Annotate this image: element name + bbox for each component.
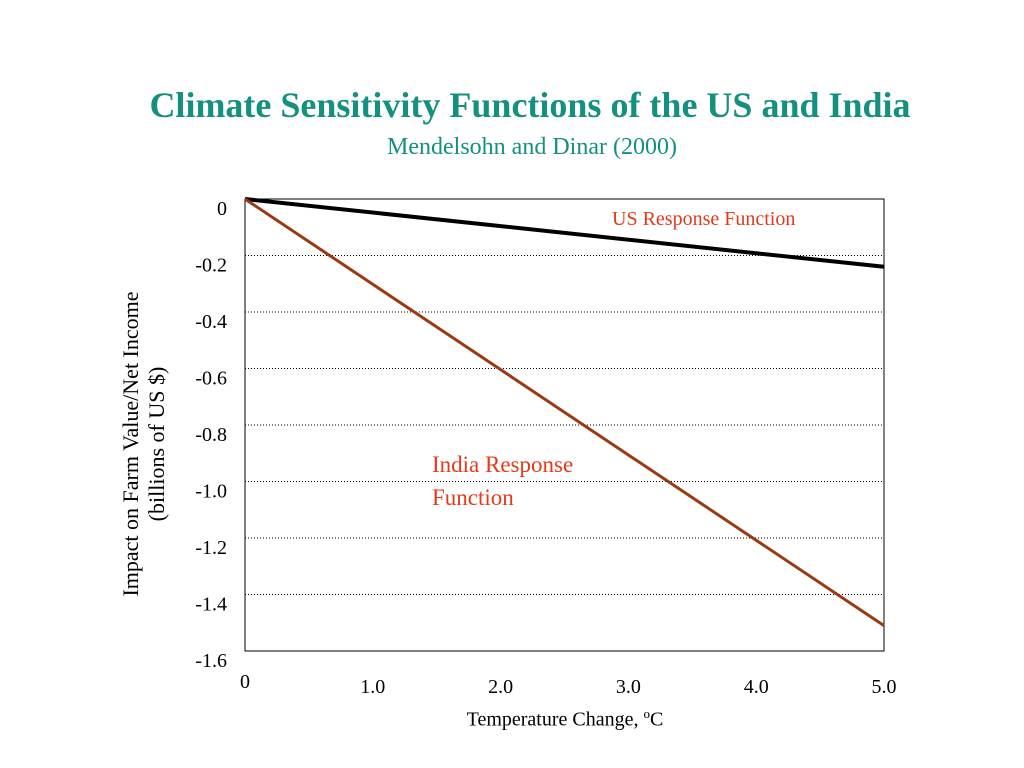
x-tick-label-2: 2.0 <box>488 676 513 698</box>
x-axis-label: Temperature Change, oC <box>400 706 730 732</box>
x-axis-label-degree: o <box>643 706 651 721</box>
y-tick-label-5: -1.0 <box>195 481 227 503</box>
y-tick-label-1: -0.2 <box>195 255 227 277</box>
slide-subtitle: Mendelsohn and Dinar (2000) <box>387 134 677 160</box>
y-tick-label-3: -0.6 <box>195 368 227 390</box>
y-tick-label-7: -1.4 <box>195 594 227 616</box>
slide-title: Climate Sensitivity Functions of the US … <box>149 85 911 125</box>
x-tick-label-0: 0 <box>240 671 250 693</box>
series-line-1 <box>244 197 885 627</box>
y-axis-label-line-1: Impact on Farm Value/Net Income <box>118 291 143 597</box>
y-axis-label: Impact on Farm Value/Net Income (billion… <box>118 234 170 654</box>
y-tick-label-4: -0.8 <box>195 424 227 446</box>
y-tick-label-2: -0.4 <box>195 311 227 333</box>
series-line-0 <box>244 197 885 269</box>
x-tick-label-5: 5.0 <box>872 676 897 698</box>
us-series-label: US Response Function <box>612 208 796 230</box>
x-axis-label-unit: C <box>650 708 664 731</box>
x-tick-label-4: 4.0 <box>744 676 769 698</box>
india-series-label: India Response Function <box>432 452 574 510</box>
y-tick-label-8: -1.6 <box>195 650 227 672</box>
x-axis-label-text: Temperature Change, <box>466 708 644 731</box>
y-axis-label-line-2: (billions of US $) <box>144 366 169 522</box>
x-tick-label-1: 1.0 <box>360 676 385 698</box>
x-tick-label-3: 3.0 <box>616 676 641 698</box>
y-tick-label-0: 0 <box>217 198 227 220</box>
y-tick-label-6: -1.2 <box>195 537 227 559</box>
